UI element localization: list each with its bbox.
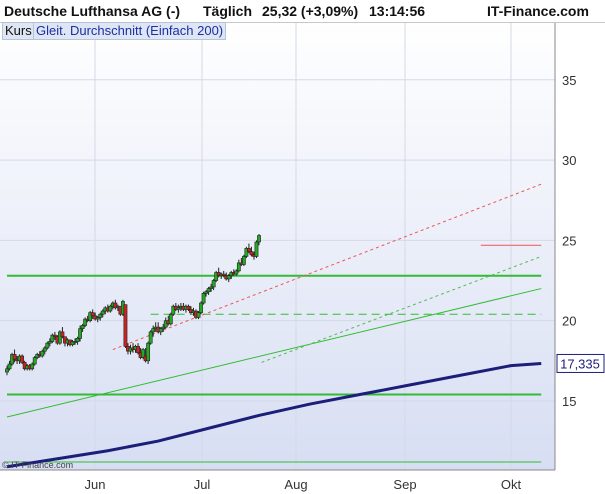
y-tick-label-3: 30 [562,153,576,168]
candle-body-65 [168,313,173,325]
instrument-title: Deutsche Lufthansa AG (-) [4,3,181,19]
trend-line-4 [6,288,542,418]
candle-body-1 [7,363,12,370]
candle-body-96 [247,248,251,252]
plot-background [0,22,555,470]
candle-body-29 [78,328,82,339]
legend-moving-average[interactable]: Gleit. Durchschnitt (Einfach 200) [33,22,227,40]
legend-price[interactable]: Kurs [2,22,35,40]
candle-body-10 [30,363,35,370]
candle-body-43 [113,302,118,309]
candle-body-100 [257,235,261,243]
candle-body-57 [148,331,153,344]
candle-body-79 [204,291,208,294]
candle-body-14 [40,350,45,357]
quote-label: 25,32 (+3,09%) [262,3,359,19]
y-tick-label-4: 35 [562,73,576,88]
x-tick-label-1: Jul [194,477,211,492]
candle-body-37 [98,313,103,318]
candle-body-83 [214,272,219,281]
x-tick-label-3: Sep [393,477,416,492]
candle-body-91 [234,270,239,275]
candle-body-3 [12,354,17,360]
candle-body-41 [108,305,113,312]
candle-body-27 [73,341,77,343]
candle-body-33 [88,312,93,321]
candle-body-76 [196,312,201,318]
candle-body-66 [171,305,176,315]
candle-body-77 [199,302,203,313]
candle-body-54 [141,349,145,358]
candle-body-99 [254,241,259,257]
candle-body-22 [60,331,65,338]
candle-body-30 [80,325,85,329]
candle-body-72 [186,305,191,310]
candle-body-86 [221,273,226,277]
moving-average-line [6,361,542,469]
candle-body-31 [83,318,88,326]
last-value-label: 17,335 [560,356,600,371]
chart-legend: Kurs Gleit. Durchschnitt (Einfach 200) [0,22,240,41]
candle-body-80 [206,288,211,293]
candle-body-6 [20,355,25,363]
candle-body-94 [241,256,246,265]
candle-body-88 [226,275,231,280]
candle-body-28 [75,338,80,342]
copyright-text: © IT-Finance.com [2,460,74,470]
candle-body-36 [95,317,100,320]
time-label: 13:14:56 [369,3,426,19]
candle-body-95 [244,248,249,257]
candle-body-21 [58,331,62,344]
trend-line-6 [261,255,542,363]
candle-body-38 [100,310,105,315]
y-tick-label-1: 20 [562,314,576,329]
period-label: Täglich [203,3,253,19]
candle-body-52 [136,346,140,354]
chart-header: Deutsche Lufthansa AG (-) Täglich 25,32 … [0,0,605,23]
candle-body-97 [249,251,254,256]
candle-body-81 [209,286,214,289]
candle-body-92 [236,262,241,272]
brand-label: IT-Finance.com [487,3,589,19]
candle-body-15 [42,347,47,352]
candle-body-62 [161,326,166,329]
last-value-badge [556,353,605,373]
y-tick-label-0: 15 [562,394,576,409]
x-tick-label-0: Jun [85,477,106,492]
candle-body-11 [32,357,37,365]
candle-body-61 [158,328,163,333]
y-tick-label-2: 25 [562,233,576,248]
candle-body-26 [70,341,75,346]
candle-body-34 [90,312,95,317]
candle-body-82 [211,280,216,288]
candle-body-16 [45,342,50,349]
candle-body-56 [146,342,151,362]
trend-line-5 [112,183,542,351]
candle-body-58 [151,328,156,333]
x-tick-label-4: Okt [501,477,522,492]
candle-body-19 [52,334,57,338]
candle-body-0 [5,368,9,373]
candle-body-17 [47,341,52,344]
candle-body-47 [123,304,128,347]
candle-body-68 [176,307,181,310]
x-tick-label-2: Aug [284,477,307,492]
candle-body-78 [201,293,206,304]
candle-body-18 [50,334,55,342]
